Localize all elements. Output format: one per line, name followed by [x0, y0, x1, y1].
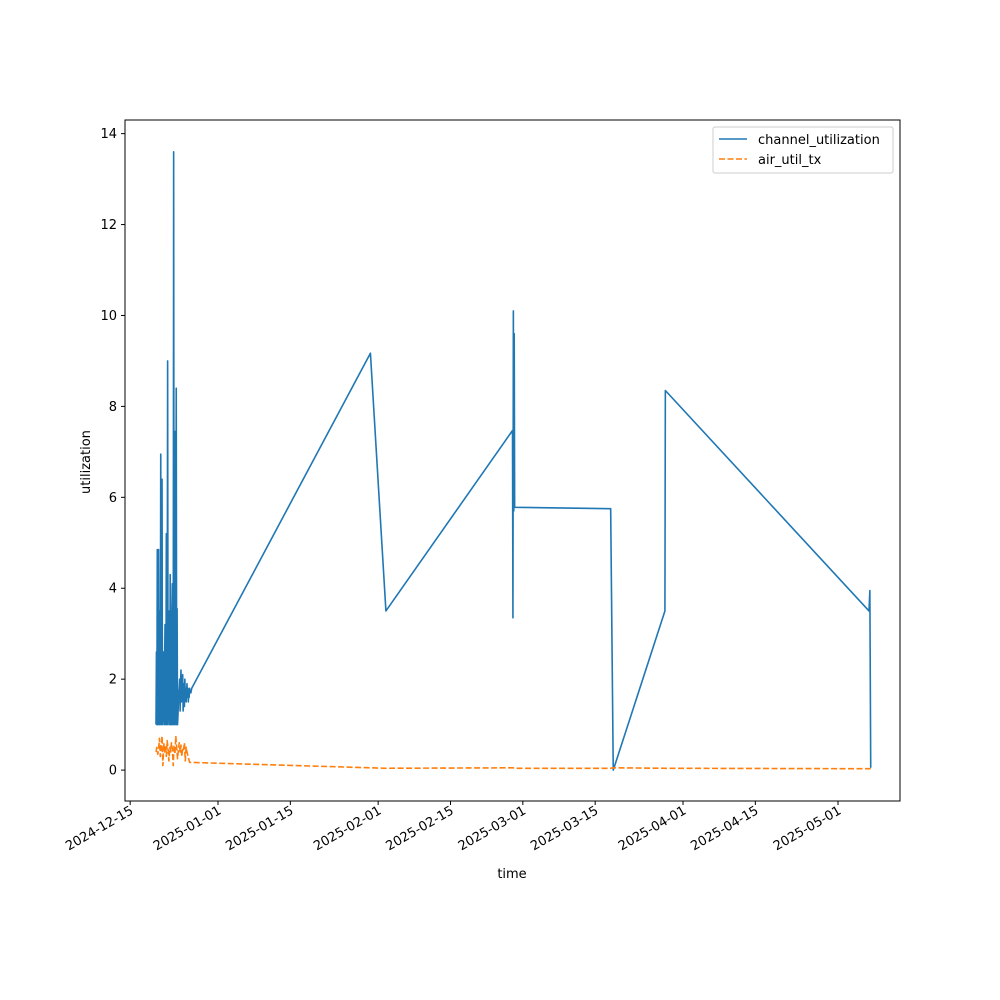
y-tick-label: 2 — [109, 673, 117, 688]
legend-box — [712, 126, 894, 174]
y-tick-label: 4 — [109, 582, 117, 597]
y-tick-label: 12 — [100, 218, 117, 233]
y-tick-label: 6 — [109, 491, 117, 506]
legend: channel_utilization air_util_tx — [712, 126, 894, 174]
legend-label: air_util_tx — [758, 153, 822, 168]
series-line-channel-utilization — [155, 151, 872, 771]
series-line-air-util-tx — [155, 735, 871, 770]
y-axis-label: utilization — [79, 430, 94, 494]
y-tick-label: 8 — [109, 400, 117, 415]
axes-frame — [124, 119, 901, 802]
plot-area — [155, 151, 872, 771]
legend-label: channel_utilization — [758, 133, 880, 148]
y-tick-label: 14 — [100, 127, 117, 142]
y-tick-label: 0 — [109, 764, 117, 779]
y-tick-label: 10 — [100, 309, 117, 324]
x-axis-label: time — [497, 867, 526, 882]
